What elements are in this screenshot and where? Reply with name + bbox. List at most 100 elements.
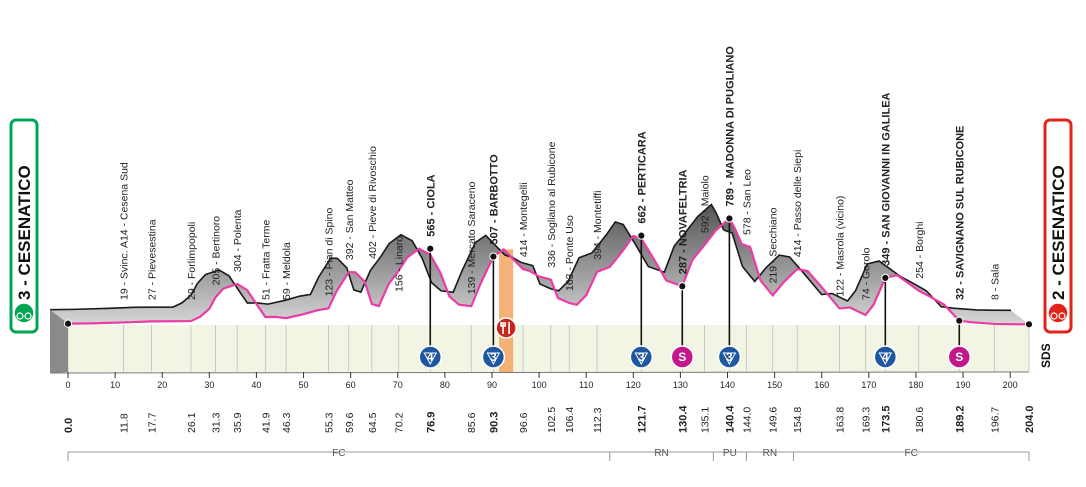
climb-badge-circle xyxy=(481,345,506,369)
waypoint-name: 27 - Pievesestina xyxy=(146,219,158,300)
climb-category-badge: 3 xyxy=(629,345,654,369)
km-tick-label: 180 xyxy=(908,380,923,390)
waypoint-name: 402 - Pieve di Rivoschio xyxy=(367,146,379,259)
waypoint-dot xyxy=(725,214,734,223)
waypoint-name: 336 - Sogliano al Rubicone xyxy=(546,141,558,267)
climb-category-badge: 3 xyxy=(717,345,742,369)
waypoint-km-labels: 0.0 11.8 17.7 26.1 31.3 35.9 41.9 46.3 55.3 59.6 6… xyxy=(63,405,1036,433)
km-tick-label: 190 xyxy=(956,380,971,390)
waypoint-km: 70.2 xyxy=(394,412,406,433)
waypoint-name: 59 - Meldola xyxy=(281,242,293,300)
sds-label: SDS xyxy=(1039,343,1053,368)
waypoint-name: 662 - PERTICARA xyxy=(636,131,648,223)
km-tick-label: 120 xyxy=(626,380,641,390)
km-tick-label: 50 xyxy=(299,380,309,390)
waypoint-km: 17.7 xyxy=(146,412,158,433)
waypoint-km: 31.3 xyxy=(210,412,222,433)
waypoint-name: 254 - Borghi xyxy=(914,222,926,279)
mountain-icon xyxy=(722,352,737,366)
altitude-axis: 200 400 600 xyxy=(708,230,725,325)
km-tick-label: 70 xyxy=(393,380,403,390)
start-box: 3 - CESENATICO xyxy=(9,118,39,334)
profile-left-cap xyxy=(50,309,68,373)
km-tick-label: 80 xyxy=(440,380,450,390)
badge-label: 4 xyxy=(882,350,889,364)
waypoint-name: 74 - Gorolo xyxy=(861,247,873,300)
waypoint-km: 144.0 xyxy=(741,407,753,433)
waypoint-name: 8 - Sala xyxy=(990,264,1002,300)
waypoint-dot xyxy=(678,282,687,291)
waypoint-km: 173.5 xyxy=(880,405,892,433)
waypoint-name: 565 - CIOLA xyxy=(425,174,437,236)
waypoint-km: 76.9 xyxy=(425,412,437,433)
waypoint-name-labels: 19 - Svinc. A14 - Cesena Sud 27 - Pievese… xyxy=(119,46,1002,300)
waypoint-name: 139 - Mercato Saraceno xyxy=(466,181,478,294)
mountain-icon xyxy=(634,352,649,366)
waypoint-name: 123 - Pian di Spino xyxy=(324,208,336,297)
profile-line xyxy=(67,216,1030,326)
sprint-badge-circle xyxy=(947,345,972,369)
waypoint-km: 163.8 xyxy=(835,407,847,433)
waypoint-km: 46.3 xyxy=(281,412,293,433)
feed-icon-circle xyxy=(495,317,517,339)
sprint-badge: S xyxy=(947,345,972,369)
start-cyclist-icon xyxy=(13,302,35,324)
feed-zone-band xyxy=(499,249,514,372)
waypoint-km: 204.0 xyxy=(1024,405,1036,433)
waypoint-name: 507 - BARBOTTO xyxy=(488,154,500,245)
km-tick-label: 10 xyxy=(110,380,120,390)
km-tick-label: 100 xyxy=(532,380,547,390)
km-tick-label: 150 xyxy=(767,380,782,390)
km-tick-label: 140 xyxy=(720,380,735,390)
waypoint-name: 592 - Maiolo xyxy=(699,175,711,233)
waypoint-name: 414 - Passo delle Siepi xyxy=(792,150,804,257)
waypoint-km: 135.1 xyxy=(699,407,711,433)
waypoint-dot xyxy=(426,244,435,253)
waypoint-km: 26.1 xyxy=(186,412,198,433)
start-frame xyxy=(9,118,39,334)
classification-badges: 4 3 3 S 3 4 S xyxy=(418,317,972,369)
waypoint-name: 205 - Bertinoro xyxy=(210,216,222,286)
wheel xyxy=(1058,312,1066,320)
wheel xyxy=(16,312,24,320)
province-label: RN xyxy=(763,448,777,459)
waypoint-name: 163 - Ponte Uso xyxy=(564,215,576,291)
km-tick-label: 130 xyxy=(673,380,688,390)
badge-label: 3 xyxy=(490,350,497,364)
province-label: PU xyxy=(723,448,737,459)
fork-knife-glyph xyxy=(500,322,510,334)
wheel xyxy=(1050,312,1058,320)
province-bar: FC RN PU RN FC xyxy=(67,448,1030,461)
waypoint-km: 96.6 xyxy=(518,412,530,433)
waypoint-dot xyxy=(955,316,964,325)
profile-surface xyxy=(50,204,1029,325)
badge-label: 4 xyxy=(427,350,434,364)
waypoint-dot xyxy=(637,231,646,240)
feed-zone-icon xyxy=(495,317,517,339)
climb-badge-circle xyxy=(418,345,443,369)
waypoint-name: 394 - Montetiffi xyxy=(592,191,604,260)
start-finish-boxes: 3 - CESENATICO 2 - CESENATICO SDS xyxy=(9,118,1073,368)
km-tick-label: 200 xyxy=(1003,380,1018,390)
feed-zone xyxy=(499,249,514,372)
waypoint-km: 154.8 xyxy=(792,407,804,433)
waypoint-stems xyxy=(63,214,1034,356)
waypoint-km: 112.3 xyxy=(592,407,604,433)
altitude-tick-label: 200 xyxy=(708,294,722,303)
waypoint-name: 122 - Masrola (vicino) xyxy=(835,196,847,297)
badge-label: S xyxy=(955,350,963,364)
waypoint-name: 32 - SAVIGNANO SUL RUBICONE xyxy=(954,126,966,300)
waypoint-km: 102.5 xyxy=(546,407,558,433)
sprint-badge-circle xyxy=(670,345,695,369)
waypoint-dot xyxy=(881,273,890,282)
badge-label: S xyxy=(678,350,686,364)
mountain-icon xyxy=(486,352,501,366)
wheel xyxy=(24,312,32,320)
waypoint-name: 219 - Secchiano xyxy=(768,207,780,283)
waypoint-km: 121.7 xyxy=(636,405,648,433)
km-tick-label: 110 xyxy=(579,380,593,390)
km-tick-label: 90 xyxy=(487,380,497,390)
waypoint-name: 414 - Montegelli xyxy=(518,182,530,257)
waypoint-km: 180.6 xyxy=(914,407,926,433)
